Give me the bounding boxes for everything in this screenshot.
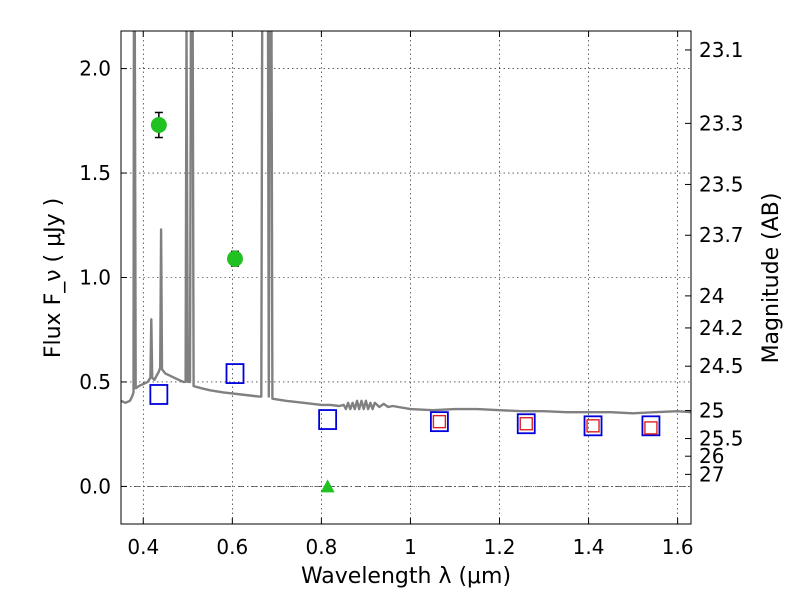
x-tick-label: 1 — [404, 535, 417, 559]
y-axis-label-text: Flux F_ν ( μJy ) — [41, 198, 66, 358]
y-tick-label: 2.0 — [79, 57, 111, 81]
y-tick-label: 1.5 — [79, 161, 111, 185]
upper-limit-marker — [320, 479, 335, 493]
observed-point — [150, 117, 167, 134]
y-tick-label: 1.0 — [79, 266, 111, 290]
y-tick-label: 0.0 — [79, 474, 111, 498]
model-band-marker — [149, 384, 169, 405]
model-band-inner-marker — [432, 414, 447, 429]
x-tick-label: 0.8 — [305, 535, 337, 559]
right-tick-label: 25 — [699, 399, 724, 423]
right-tick-label: 24.2 — [699, 316, 744, 340]
x-axis-label: Wavelength λ (μm) — [301, 564, 511, 589]
model-band-marker — [516, 413, 536, 435]
observed-point — [227, 250, 243, 267]
model-band-inner-marker — [586, 419, 600, 433]
x-tick-label: 1.2 — [484, 535, 516, 559]
right-tick-label: 26 — [699, 444, 724, 468]
model-band-inner-marker — [644, 421, 658, 435]
right-tick-label: 25.5 — [699, 427, 744, 451]
x-axis: 0.4 0.6 0.8 1 1.2 1.4 1.6 — [127, 31, 694, 559]
x-tick-label: 1.6 — [662, 535, 694, 559]
x-tick-label: 1.4 — [573, 535, 605, 559]
right-tick-label: 23.3 — [699, 111, 744, 135]
model-band-marker — [225, 363, 245, 384]
y-axis-label: Flux F_ν ( μJy ) — [41, 198, 66, 358]
x-tick-label: 0.6 — [216, 535, 248, 559]
model-band-marker — [429, 411, 449, 433]
x-tick-label: 0.4 — [127, 535, 159, 559]
model-band-marker — [318, 409, 338, 430]
right-tick-label: 23.5 — [699, 172, 744, 196]
grid — [121, 31, 691, 524]
right-tick-label: 23.7 — [699, 223, 744, 247]
model-spectrum-line — [121, 31, 691, 415]
right-tick-label: 23.1 — [699, 38, 744, 62]
right-tick-label: 27 — [699, 462, 724, 486]
y-axis-left: 0.0 0.5 1.0 1.5 2.0 — [79, 57, 127, 498]
right-tick-label: 24 — [699, 284, 724, 308]
y-tick-label: 0.5 — [79, 370, 111, 394]
right-tick-label: 24.5 — [699, 354, 744, 378]
y-axis-right-label: Magnitude (AB) — [759, 193, 784, 364]
model-band-marker — [583, 415, 603, 437]
model-band-marker — [641, 415, 661, 437]
plot-area — [121, 31, 691, 493]
model-band-inner-marker — [519, 417, 533, 431]
